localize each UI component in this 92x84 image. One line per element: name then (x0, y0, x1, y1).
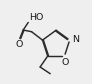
Text: O: O (61, 58, 69, 67)
Text: O: O (16, 40, 23, 49)
Text: N: N (72, 35, 79, 44)
Text: HO: HO (29, 13, 43, 22)
